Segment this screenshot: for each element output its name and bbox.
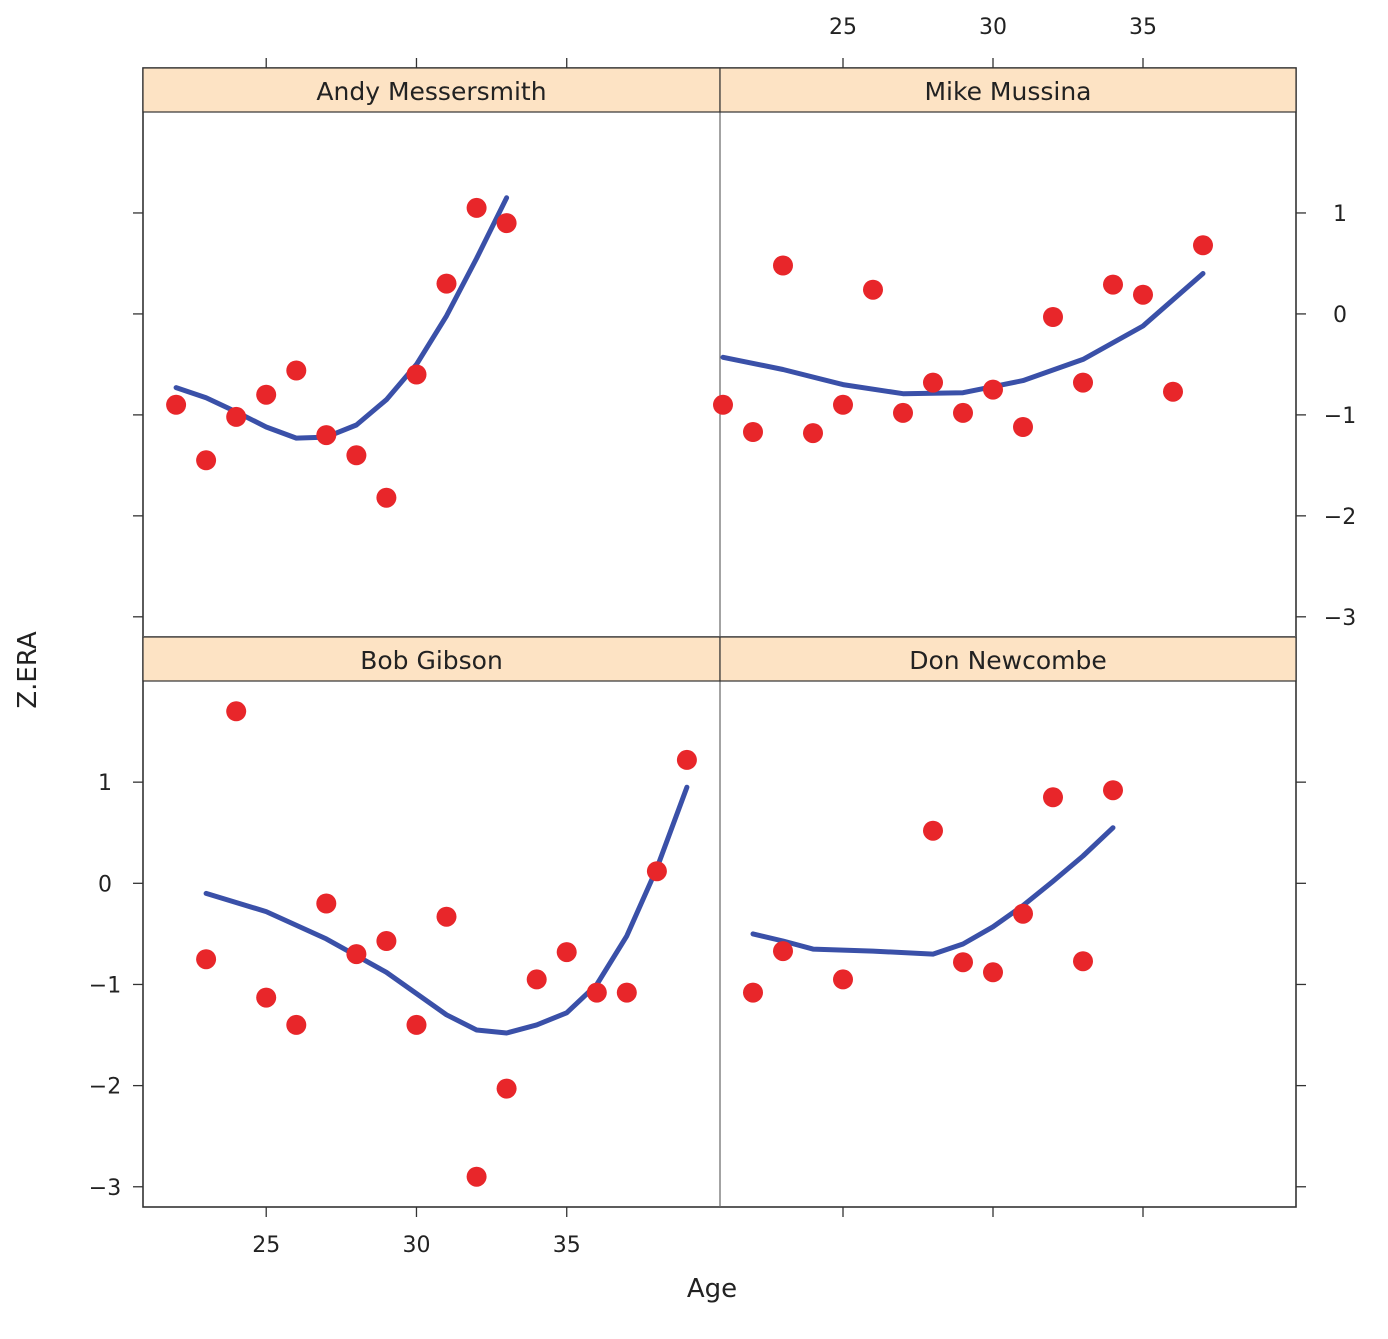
- smooth-line-don-newcombe: [750, 825, 1116, 957]
- data-point: [1013, 417, 1033, 437]
- panel-title-bob-gibson: Bob Gibson: [360, 646, 503, 675]
- data-point: [466, 197, 487, 218]
- data-point: [436, 273, 457, 294]
- data-point: [196, 450, 217, 471]
- data-point: [953, 952, 973, 973]
- data-point: [773, 941, 793, 962]
- data-point: [316, 893, 337, 914]
- data-point: [436, 906, 457, 927]
- data-point: [1133, 284, 1153, 305]
- panel-title-mike-mussina: Mike Mussina: [924, 77, 1091, 106]
- data-point: [406, 1014, 427, 1035]
- data-point: [256, 987, 277, 1008]
- data-point: [743, 422, 763, 442]
- data-point: [1073, 951, 1093, 972]
- data-point: [983, 962, 1003, 983]
- strips-layer: Bob Gibson Don Newcombe Andy Messersmith Mi…: [142, 67, 1297, 682]
- data-point: [196, 949, 217, 970]
- data-point: [833, 394, 853, 415]
- panel-strip-mike-mussina: [719, 67, 1297, 113]
- data-point: [376, 487, 397, 508]
- data-point: [316, 425, 337, 446]
- data-point: [983, 379, 1003, 400]
- data-point: [226, 701, 247, 722]
- data-point: [1073, 372, 1093, 393]
- y-tick-label-left: 1: [98, 771, 112, 796]
- data-point: [256, 384, 277, 405]
- data-point: [833, 969, 853, 990]
- data-point: [923, 820, 943, 841]
- data-point: [1103, 780, 1123, 801]
- y-tick-label-left: −1: [89, 973, 121, 998]
- data-point: [346, 944, 367, 965]
- data-point: [496, 1078, 517, 1099]
- panel-title-don-newcombe: Don Newcombe: [909, 646, 1107, 675]
- data-point: [863, 279, 883, 300]
- data-point: [1043, 787, 1063, 808]
- data-point: [166, 394, 187, 415]
- data-point: [526, 969, 547, 990]
- x-tick-label-top: 35: [1129, 15, 1157, 40]
- data-point: [923, 372, 943, 393]
- data-point: [1103, 274, 1123, 295]
- data-point: [743, 982, 763, 1003]
- y-tick-label-right: 1: [1333, 202, 1347, 227]
- data-point: [226, 406, 247, 427]
- smooth-line-andy-messersmith: [173, 195, 510, 441]
- y-axis-title: Z.ERA: [13, 631, 43, 709]
- x-tick-label-top: 25: [829, 15, 857, 40]
- data-point: [773, 255, 793, 276]
- data-layer: [166, 195, 1213, 1187]
- panel-strip-don-newcombe: [719, 636, 1297, 682]
- y-tick-label-right: −1: [1324, 404, 1356, 429]
- y-tick-label-right: −3: [1324, 606, 1356, 631]
- data-point: [1013, 903, 1033, 924]
- data-point: [556, 942, 577, 963]
- y-tick-label-left: −3: [89, 1176, 121, 1201]
- y-tick-label-left: −2: [89, 1075, 121, 1100]
- x-tick-label-bottom: 25: [252, 1233, 280, 1258]
- data-point: [1193, 235, 1213, 256]
- y-tick-label-left: 0: [98, 872, 112, 897]
- x-tick-label-top: 30: [979, 15, 1007, 40]
- panel-title-andy-messersmith: Andy Messersmith: [316, 77, 546, 106]
- data-point: [586, 982, 607, 1003]
- data-point: [893, 402, 913, 423]
- smooth-line-mike-mussina: [720, 271, 1206, 397]
- data-point: [676, 749, 697, 770]
- data-point: [1163, 381, 1183, 402]
- x-tick-label-bottom: 35: [553, 1233, 581, 1258]
- data-point: [953, 402, 973, 423]
- data-point: [286, 1014, 307, 1035]
- data-point: [286, 360, 307, 381]
- data-point: [406, 364, 427, 385]
- panel-strip-andy-messersmith: [142, 67, 721, 113]
- x-tick-label-bottom: 30: [402, 1233, 430, 1258]
- y-tick-label-right: 0: [1333, 303, 1347, 328]
- panel-strip-bob-gibson: [142, 636, 721, 682]
- data-point: [346, 445, 367, 466]
- data-point: [646, 861, 667, 882]
- data-point: [616, 982, 637, 1003]
- smooth-line-bob-gibson: [203, 784, 690, 1036]
- data-point: [466, 1166, 487, 1187]
- data-point: [496, 213, 517, 234]
- data-point: [376, 931, 397, 951]
- x-axis-title: Age: [687, 1274, 737, 1304]
- data-point: [1043, 307, 1063, 327]
- data-point: [803, 423, 823, 444]
- data-point: [713, 394, 733, 415]
- y-tick-label-right: −2: [1324, 505, 1356, 530]
